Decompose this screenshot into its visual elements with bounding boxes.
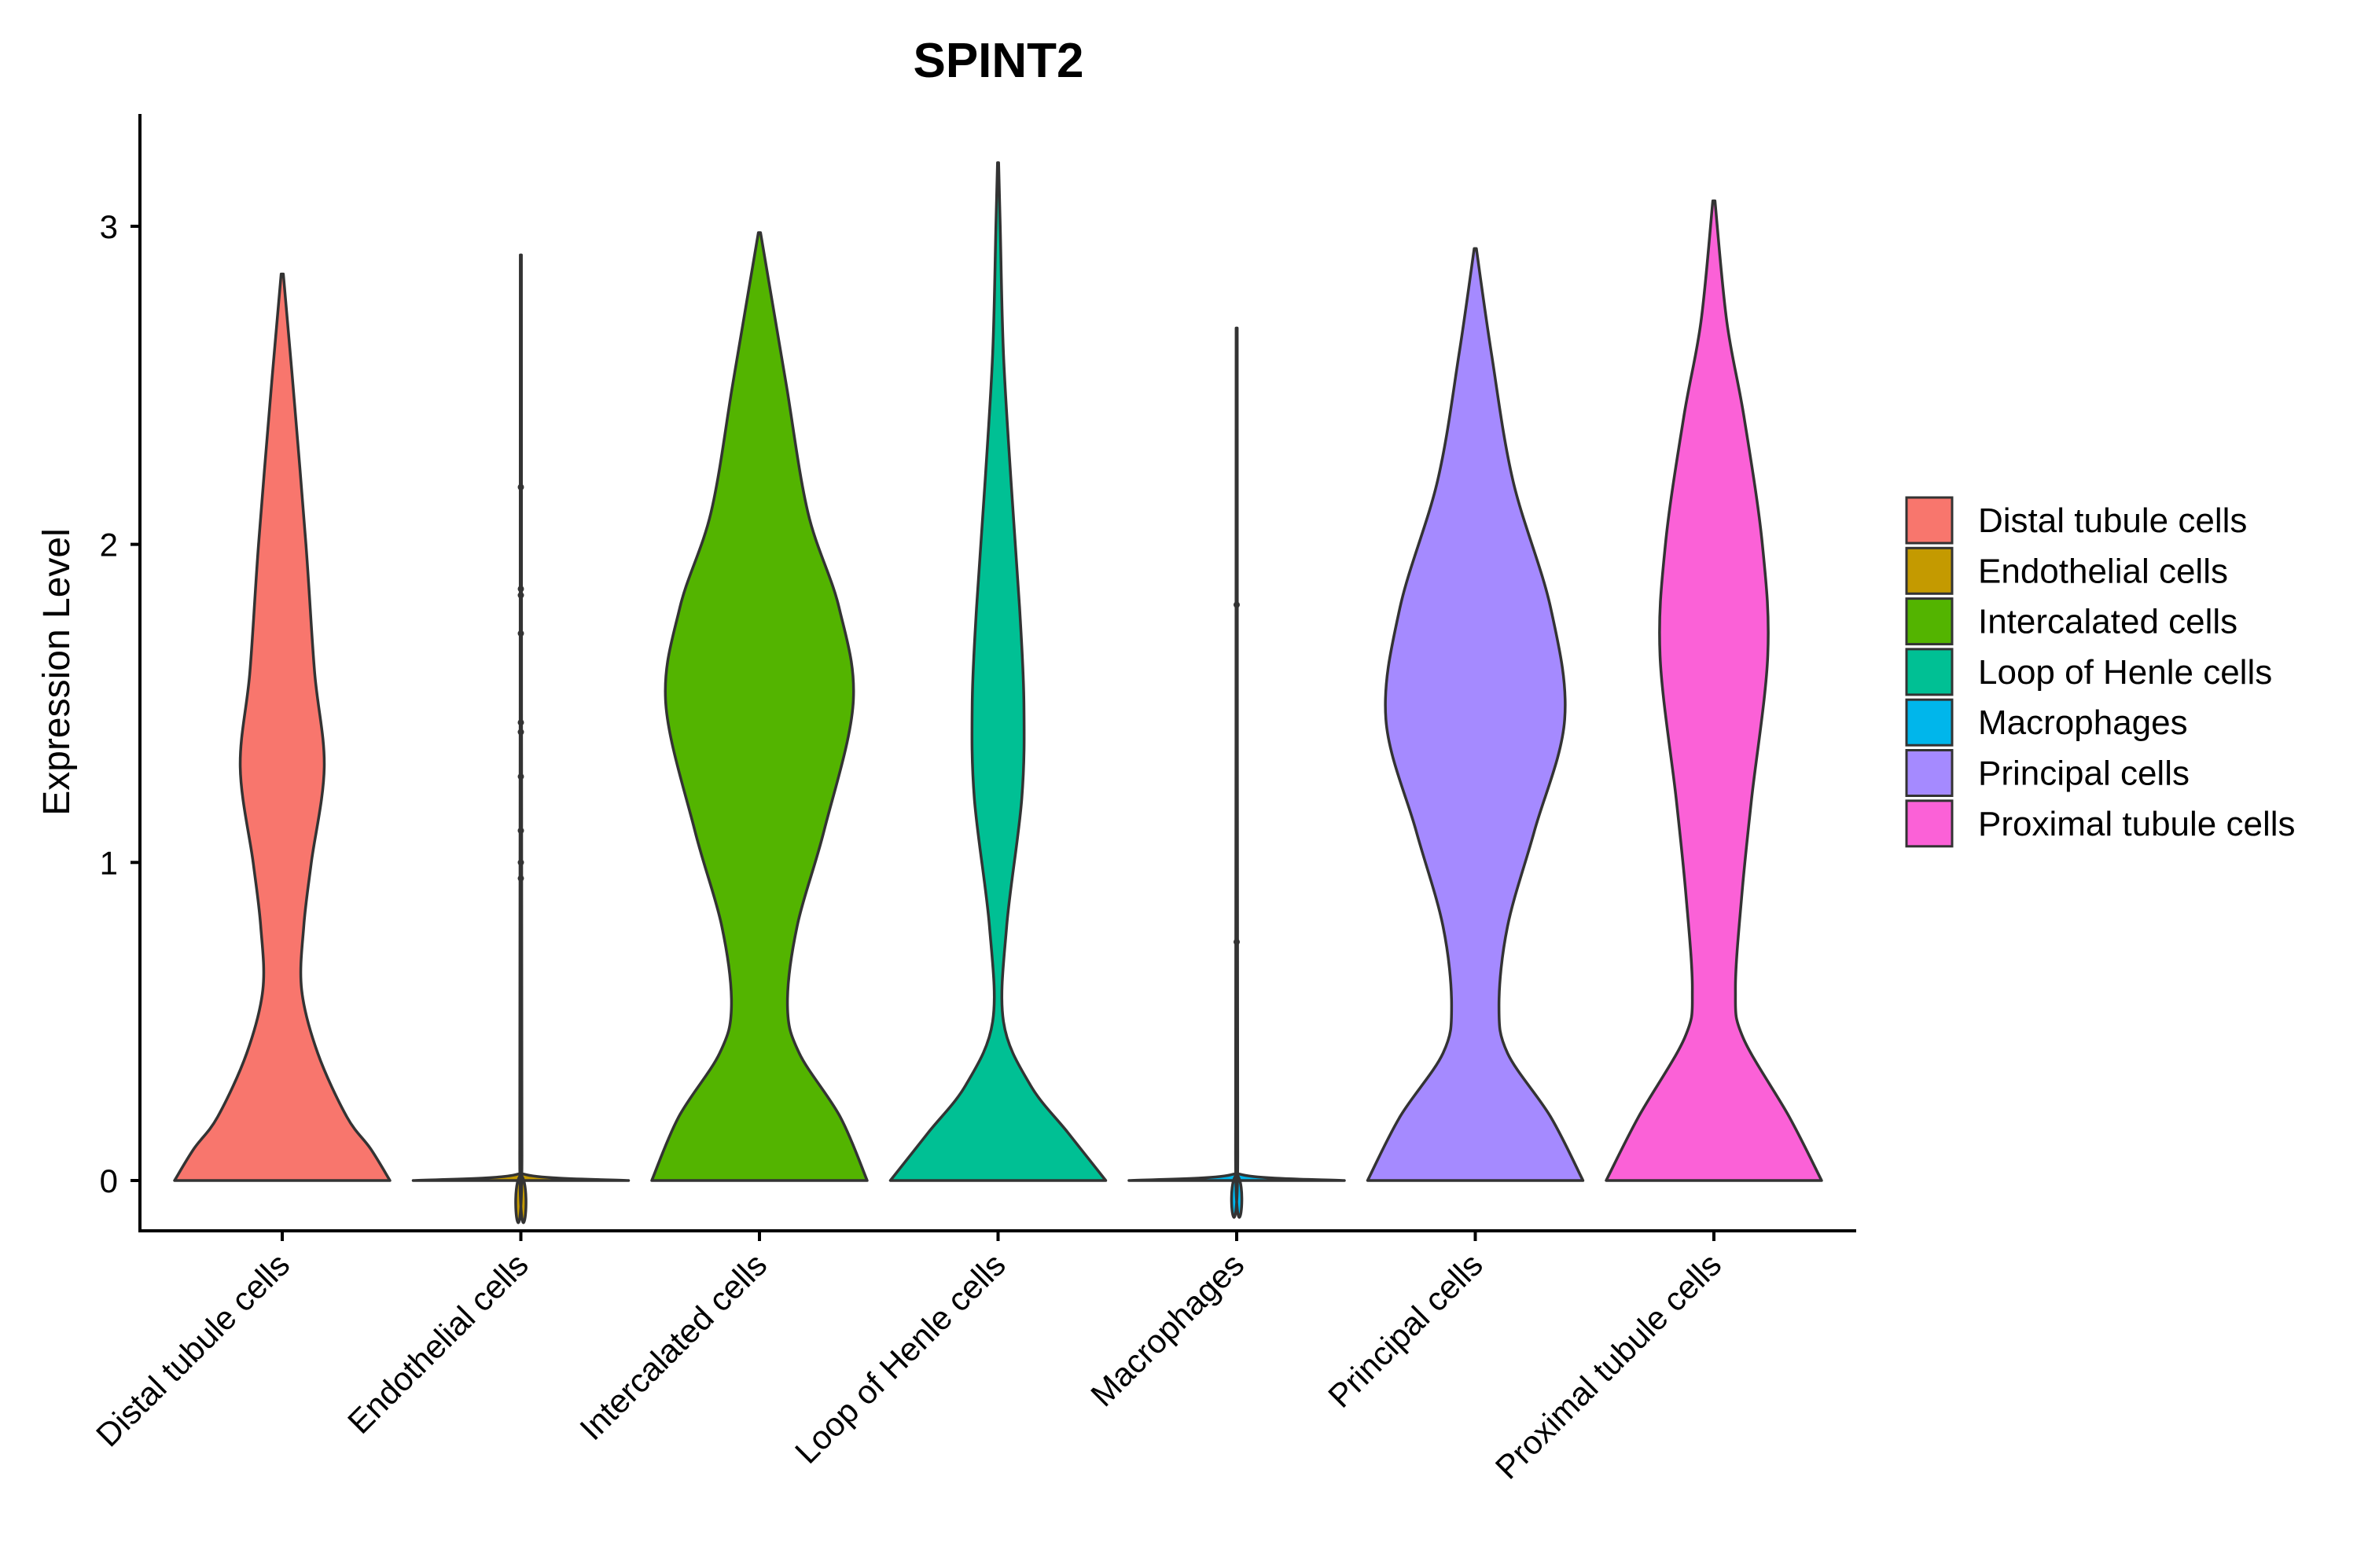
y-tick-label: 0: [100, 1162, 118, 1199]
violin-0: [173, 272, 392, 1182]
outlier-point: [517, 592, 524, 599]
x-ticks: Distal tubule cells Endothelial cells Inte…: [89, 1231, 1728, 1486]
x-tick-label: Distal tubule cells: [89, 1246, 296, 1453]
legend-key: [1905, 597, 1954, 646]
outlier-point: [1234, 938, 1240, 946]
legend-label: Principal cells: [1978, 755, 2190, 793]
legend-label: Endothelial cells: [1978, 552, 2228, 590]
outlier-point: [517, 630, 524, 637]
y-tick-label: 2: [100, 527, 118, 564]
violin-5: [1366, 247, 1585, 1182]
legend-key: [1905, 496, 1954, 545]
legend-key: [1905, 546, 1954, 595]
outlier-point: [517, 586, 524, 593]
y-axis-label: Expression Level: [36, 528, 78, 816]
y-tick-label: 3: [100, 208, 118, 245]
violin-2: [650, 231, 869, 1182]
legend-label: Intercalated cells: [1978, 603, 2237, 641]
violins-layer: [173, 161, 1823, 1225]
outlier-point: [517, 827, 524, 834]
legend-key: [1905, 749, 1954, 797]
x-tick-label: Intercalated cells: [572, 1246, 774, 1447]
outlier-point: [517, 483, 524, 490]
violin-6: [1605, 199, 1823, 1182]
legend-key: [1905, 799, 1954, 848]
legend-label: Loop of Henle cells: [1978, 653, 2272, 692]
x-tick-label: Macrophages: [1083, 1246, 1251, 1413]
legend-key: [1905, 698, 1954, 747]
x-tick-label: Proximal tubule cells: [1488, 1246, 1729, 1486]
legend-label: Macrophages: [1978, 703, 2188, 742]
outlier-point: [1234, 601, 1240, 608]
outlier-point: [517, 773, 524, 780]
legend-label: Distal tubule cells: [1978, 501, 2247, 540]
legend-key: [1905, 648, 1954, 696]
outlier-point: [517, 875, 524, 882]
violin-4: [1127, 326, 1346, 1219]
y-ticks: 0 1 2 3: [100, 208, 140, 1199]
x-tick-label: Endothelial cells: [340, 1246, 535, 1441]
violin-3: [888, 161, 1108, 1182]
x-tick-label: Principal cells: [1321, 1246, 1490, 1415]
x-tick-label: Loop of Henle cells: [788, 1246, 1013, 1471]
chart-title: SPINT2: [913, 34, 1083, 88]
legend-label: Proximal tubule cells: [1978, 805, 2296, 843]
legend: Distal tubule cells Endothelial cells Inte…: [1905, 496, 2296, 848]
outlier-point: [517, 719, 524, 726]
outlier-point: [517, 729, 524, 736]
violin-1: [411, 253, 631, 1225]
y-tick-label: 1: [100, 844, 118, 881]
outlier-point: [517, 859, 524, 866]
